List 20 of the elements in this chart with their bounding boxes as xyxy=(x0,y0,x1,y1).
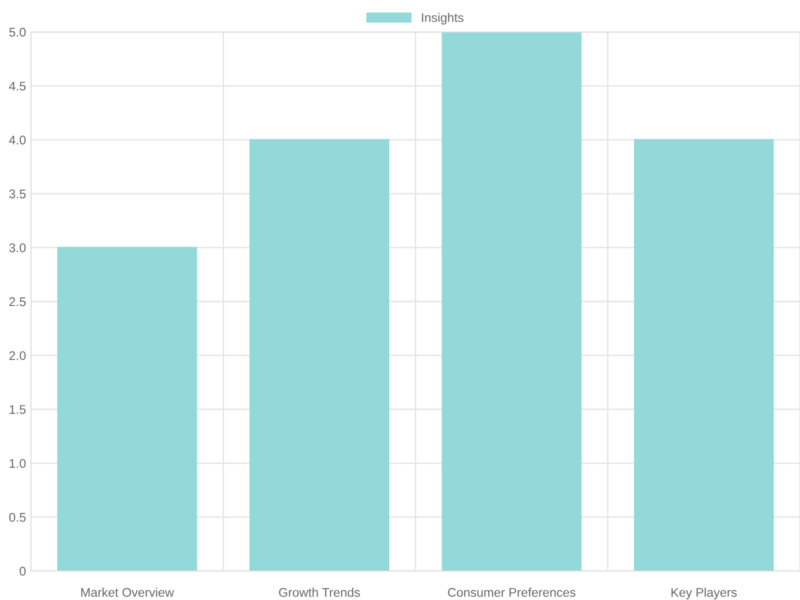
y-tick-label: 3.5 xyxy=(9,190,26,198)
y-tick-label: 2.0 xyxy=(9,351,26,360)
bar xyxy=(442,32,582,571)
x-tick-label: Market Overview xyxy=(81,588,174,597)
x-tick-label: Key Players xyxy=(672,588,737,600)
y-tick-label: 4.5 xyxy=(9,82,26,91)
y-tick-label: 3.0 xyxy=(9,243,26,252)
y-tick-label: 1.0 xyxy=(10,459,26,468)
legend-label: Insights xyxy=(422,12,464,24)
y-tick-label: 0.5 xyxy=(9,512,26,522)
x-tick-label: Consumer Preferences xyxy=(448,588,576,597)
bar xyxy=(249,139,390,571)
y-tick-label: 5.0 xyxy=(9,28,26,37)
y-tick-label: 2.5 xyxy=(9,297,26,306)
bar xyxy=(57,246,198,571)
y-tick-label: 4.0 xyxy=(9,136,26,144)
y-tick-label: 1.5 xyxy=(10,405,26,414)
bar xyxy=(634,139,774,571)
x-tick-label: Growth Trends xyxy=(279,588,360,597)
y-tick-label: 0 xyxy=(20,566,26,576)
